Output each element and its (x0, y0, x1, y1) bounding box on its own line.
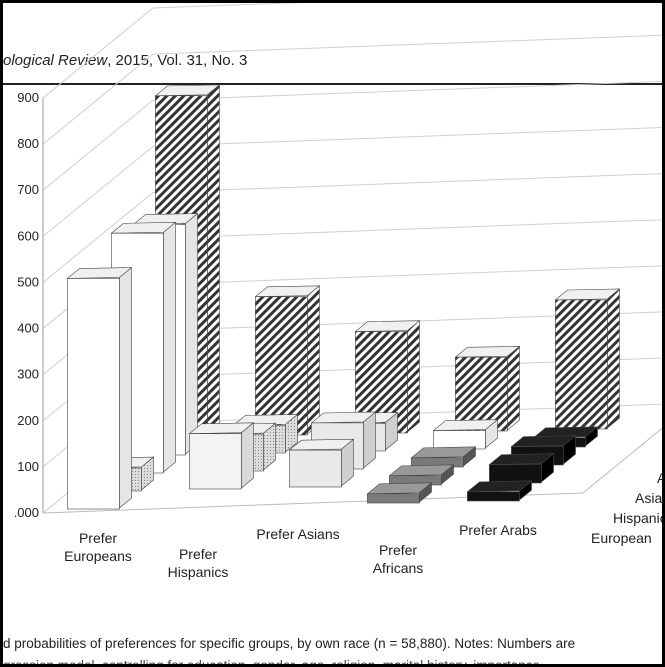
bar-top (410, 446, 477, 459)
bar-front (433, 430, 486, 450)
bar-front (555, 299, 608, 430)
bar-top (154, 84, 221, 97)
y-tick-label: 100 (17, 459, 39, 474)
bar-side (407, 320, 420, 433)
x-tick-label: Prefer Hispanics (168, 546, 229, 580)
bar-front (367, 493, 420, 504)
bar-side (307, 285, 320, 435)
y-tick-label: 900 (17, 90, 39, 105)
y-tick-label: .000 (14, 505, 39, 520)
x-tick-label: Prefer Europeans (64, 530, 132, 564)
y-tick-label: 400 (17, 321, 39, 336)
y-tick-label: 600 (17, 228, 39, 243)
bar-top (310, 411, 377, 424)
bar-front (489, 464, 542, 484)
x-tick-label: Prefer Asians (256, 526, 339, 542)
bar-top (254, 285, 321, 297)
bar-top (554, 288, 621, 301)
bar-top (388, 464, 455, 477)
bar-side (119, 266, 132, 509)
bar-chart-3d: .000 100 200 300 400 500 600 700 800 900 Prefer Eur… (14, 3, 662, 580)
bar-side (607, 288, 620, 429)
journal-name: ological Review (3, 52, 108, 69)
bar-side (241, 422, 254, 489)
gridline (42, 126, 662, 237)
x-tick-label: Prefer Arabs (459, 522, 537, 538)
bar-top (488, 453, 555, 465)
journal-citation: , 2015, Vol. 31, No. 3 (107, 52, 248, 69)
bar-top (110, 222, 177, 234)
bar (66, 266, 133, 510)
y-tick-label: 200 (17, 413, 39, 428)
bar (432, 419, 499, 450)
caption-line-2: gression model, controlling for educatio… (3, 655, 662, 664)
caption-line-1: d probabilities of preferences for speci… (3, 636, 576, 651)
bar-front (67, 278, 120, 510)
bar-top (454, 346, 521, 358)
header-rule (3, 83, 662, 85)
bar (388, 464, 455, 486)
bar (366, 482, 433, 504)
bar (488, 453, 555, 484)
bar-top (466, 480, 533, 493)
bar-top (366, 482, 433, 495)
depth-label: Afric (657, 470, 662, 486)
bar-front (289, 449, 342, 488)
bar (466, 480, 533, 502)
bar-top (354, 320, 421, 332)
bar-front (255, 296, 308, 436)
bar-top (66, 267, 133, 279)
y-tick-label: 700 (17, 182, 39, 197)
bar-top (188, 422, 255, 434)
bar (410, 446, 477, 468)
gridline (42, 173, 662, 283)
depth-label: Asian (635, 490, 662, 506)
page: ological Review, 2015, Vol. 31, No. 3 .0… (3, 3, 662, 664)
bar (554, 288, 621, 430)
gridline (42, 3, 302, 99)
floor-edge (42, 427, 662, 514)
bar (188, 422, 255, 490)
bar-side (185, 212, 198, 455)
journal-header: ological Review, 2015, Vol. 31, No. 3 (3, 52, 247, 69)
figure-caption: d probabilities of preferences for speci… (3, 633, 662, 664)
depth-label: Hispanic (613, 510, 662, 526)
bar-front (455, 356, 508, 432)
y-tick-label: 300 (17, 367, 39, 382)
depth-label: European (591, 530, 652, 546)
bar-top (288, 438, 355, 451)
bar (288, 438, 355, 488)
bar-front (189, 433, 242, 490)
gridline (42, 34, 662, 145)
bar (254, 285, 321, 436)
bar-side (507, 345, 520, 431)
bar-side (163, 221, 176, 473)
bar-front (467, 491, 520, 502)
bar-top (510, 435, 577, 447)
gridline (42, 80, 662, 191)
x-tick-label: Prefer Africans (373, 542, 424, 576)
y-tick-label: 800 (17, 136, 39, 151)
y-tick-label: 500 (17, 274, 39, 289)
bar-side (207, 84, 220, 437)
bar (454, 345, 521, 432)
bar-top (432, 419, 499, 431)
